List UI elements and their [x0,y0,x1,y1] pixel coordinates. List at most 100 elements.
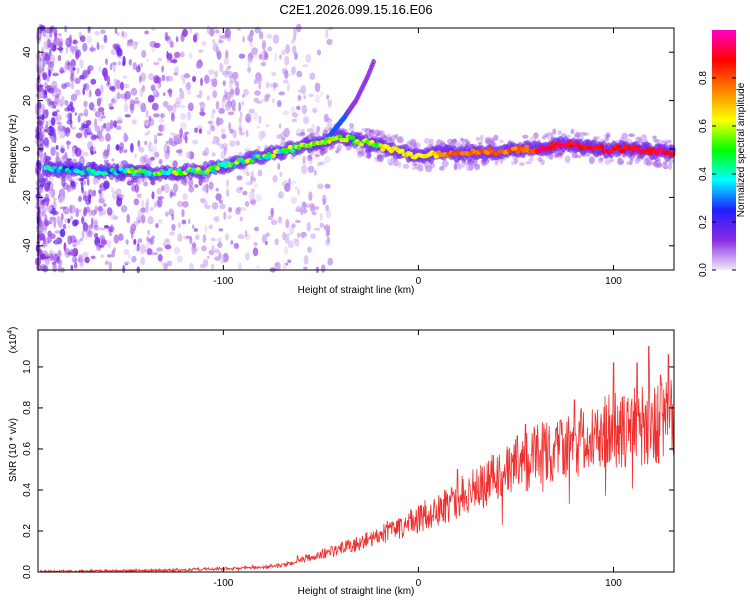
scatter-point [44,85,52,91]
haze-point [525,161,532,165]
scatter-point [287,232,292,236]
scatter-point [221,133,227,139]
scatter-point [282,231,286,241]
scatter-point [157,198,163,208]
scatter-point [224,89,228,98]
scatter-point [260,130,266,139]
scatter-point [148,72,154,81]
scatter-point [128,254,131,259]
ridge-point [129,167,135,172]
scatter-point [64,127,71,137]
scatter-point [284,70,289,79]
scatter-point [85,228,91,237]
scatter-point [239,127,243,132]
scatter-point [45,139,50,149]
haze-point [458,140,461,146]
scatter-point [83,83,87,90]
scatter-point [156,132,163,137]
haze-point [310,131,315,138]
scatter-point [84,256,90,264]
scatter-point [224,91,232,101]
scatter-point [46,236,53,243]
scatter-point [255,100,263,104]
scatter-point [267,215,274,221]
scatter-point [244,201,250,207]
scatter-point [225,233,229,241]
scatter-point [323,113,329,123]
scatter-point [59,206,67,210]
haze-point [411,166,419,170]
scatter-point [70,204,76,214]
scatter-point [303,94,307,100]
scatter-point [149,118,155,127]
scatter-point [133,238,137,245]
scatter-point [54,114,58,122]
scatter-point [59,259,63,266]
scatter-point [103,159,110,164]
scatter-point [51,113,58,117]
scatter-point [79,35,86,43]
scatter-point [78,209,82,213]
scatter-point [74,258,78,264]
ridge-point [654,151,661,156]
scatter-point [292,45,297,55]
haze-point [390,135,397,141]
scatter-point [261,40,267,50]
scatter-point [174,66,180,75]
scatter-point [290,196,298,204]
scatter-point [231,71,239,80]
scatter-point [87,30,91,34]
scatter-point [102,150,109,160]
haze-point [439,165,445,171]
scatter-point [230,99,236,109]
scatter-point [133,198,140,206]
haze-point [474,163,481,170]
scatter-point [181,219,187,225]
scatter-point [191,242,197,249]
scatter-point [106,82,111,88]
scatter-point [88,89,92,98]
snr-series-line [37,346,675,574]
scatter-point [57,124,64,132]
scatter-point [39,220,44,229]
scatter-point [208,69,215,75]
scatter-point [158,118,165,124]
scatter-point [288,73,292,77]
scatter-point [134,41,139,46]
haze-point [315,154,321,158]
scatter-point [160,261,167,266]
haze-point [621,132,628,140]
scatter-point [261,234,267,244]
scatter-point [67,235,73,245]
scatter-point [48,131,55,137]
scatter-point [261,50,265,57]
scatter-point [192,75,197,83]
scatter-point [272,34,280,44]
haze-point [557,130,562,136]
scatter-point [324,155,331,164]
scatter-point [131,119,137,125]
scatter-point [301,201,307,210]
scatter-point [74,89,81,96]
scatter-point [326,38,333,46]
scatter-point [50,146,56,156]
ridge-point [399,148,405,153]
scatter-point [39,233,45,241]
scatter-point [120,81,124,91]
haze-point [457,163,463,170]
scatter-point [203,177,209,183]
scatter-point [258,115,262,125]
ridge-point [287,144,293,150]
scatter-point [86,35,92,44]
scatter-point [104,122,112,132]
haze-point [662,161,668,165]
scatter-point [294,186,299,191]
ridge-point [66,169,72,174]
scatter-point [122,75,128,79]
scatter-point [325,204,329,211]
scatter-point [111,96,118,105]
scatter-point [194,32,199,37]
scatter-point [177,222,181,229]
scatter-point [59,67,64,74]
scatter-point [163,183,170,194]
